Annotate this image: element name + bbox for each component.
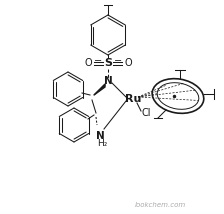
Text: lookchem.com: lookchem.com — [134, 202, 186, 208]
Text: S: S — [104, 58, 112, 68]
Text: Cl: Cl — [141, 108, 151, 118]
Text: H: H — [97, 139, 103, 148]
Text: ₂: ₂ — [103, 139, 107, 148]
Polygon shape — [94, 84, 105, 95]
Text: Ru: Ru — [125, 94, 141, 104]
Text: =: = — [94, 58, 102, 67]
Text: N: N — [96, 131, 104, 141]
Text: O: O — [124, 58, 132, 68]
Text: N: N — [104, 76, 112, 86]
Text: =: = — [114, 58, 122, 67]
Text: O: O — [84, 58, 92, 68]
